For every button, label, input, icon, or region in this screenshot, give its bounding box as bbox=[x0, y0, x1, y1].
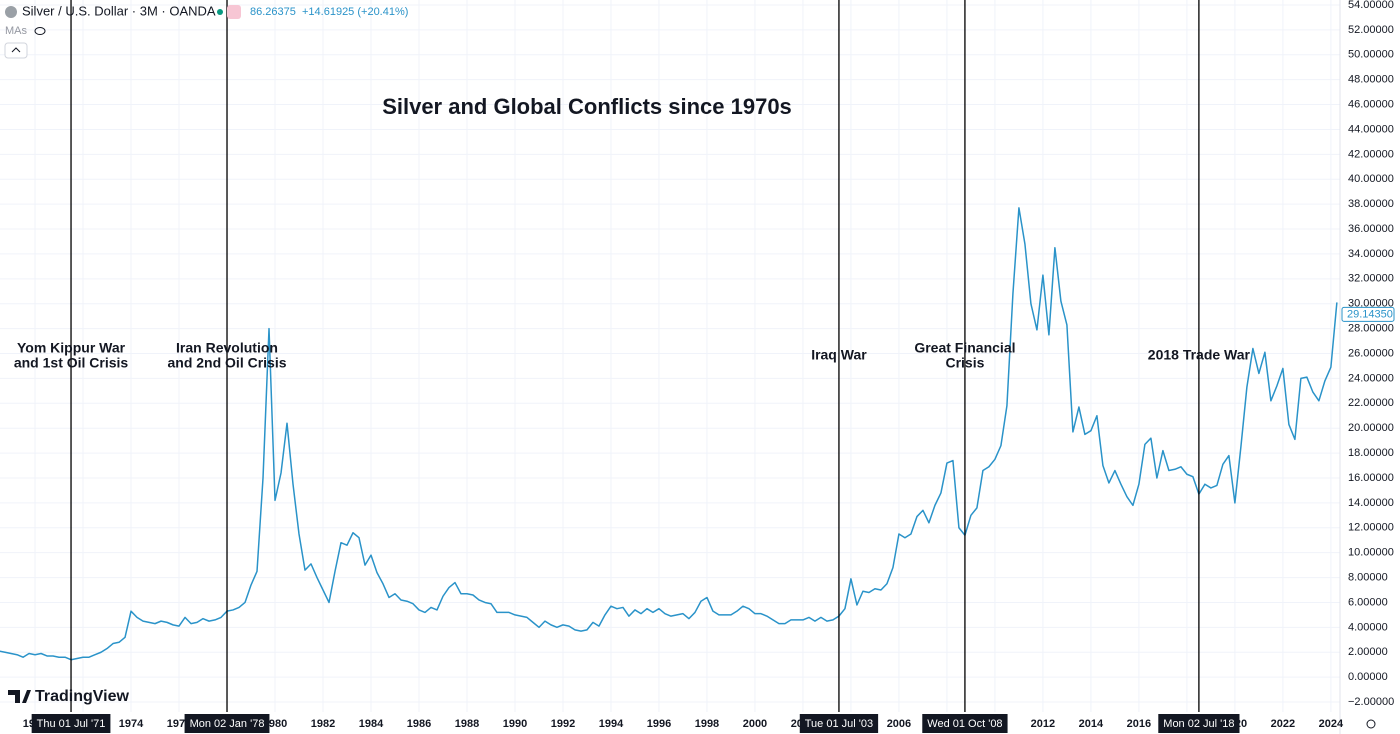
x-tick-label: 2022 bbox=[1271, 718, 1295, 730]
date-label: Thu 01 Jul '71 bbox=[37, 718, 106, 730]
y-tick-label: 42.00000 bbox=[1348, 148, 1394, 160]
x-tick-label: 2016 bbox=[1127, 718, 1151, 730]
y-tick-label: 12.00000 bbox=[1348, 522, 1394, 534]
y-tick-label: 48.00000 bbox=[1348, 74, 1394, 86]
x-tick-label: 2024 bbox=[1319, 718, 1344, 730]
event-label: and 2nd Oil Crisis bbox=[167, 355, 286, 371]
y-tick-label: 10.00000 bbox=[1348, 547, 1394, 559]
collapse-button[interactable] bbox=[4, 42, 28, 59]
price-line bbox=[0, 207, 1338, 661]
y-tick-label: 44.00000 bbox=[1348, 123, 1394, 135]
plot bbox=[0, 0, 1338, 712]
event-label: Great Financial bbox=[914, 340, 1015, 356]
y-tick-label: 0.00000 bbox=[1348, 671, 1388, 683]
y-tick-label: 38.00000 bbox=[1348, 198, 1394, 210]
y-tick-label: 2.00000 bbox=[1348, 646, 1388, 658]
x-tick-label: 1986 bbox=[407, 718, 431, 730]
y-tick-label: 36.00000 bbox=[1348, 223, 1394, 235]
x-tick-label: 1998 bbox=[695, 718, 719, 730]
last-price-label: 29.14350 bbox=[1347, 308, 1393, 320]
x-tick-label: 1982 bbox=[311, 718, 335, 730]
overlay: Silver and Global Conflicts since 1970s … bbox=[4, 0, 1395, 733]
eye-icon[interactable] bbox=[34, 27, 46, 35]
date-label: Wed 01 Oct '08 bbox=[927, 718, 1002, 730]
logo-icon bbox=[8, 690, 31, 703]
x-tick-label: 1974 bbox=[119, 718, 144, 730]
y-tick-label: 14.00000 bbox=[1348, 497, 1394, 509]
date-label: Mon 02 Jul '18 bbox=[1163, 718, 1234, 730]
event-label: 2018 Trade War bbox=[1148, 347, 1251, 363]
date-box bbox=[1158, 714, 1240, 733]
y-tick-label: 40.00000 bbox=[1348, 173, 1394, 185]
x-tick-label: 2006 bbox=[887, 718, 911, 730]
symbol-icon bbox=[5, 6, 17, 18]
date-box bbox=[799, 714, 879, 733]
x-tick-label: 1994 bbox=[599, 718, 624, 730]
y-tick-label: 24.00000 bbox=[1348, 372, 1394, 384]
date-label: Mon 02 Jan '78 bbox=[190, 718, 265, 730]
y-tick-label: 52.00000 bbox=[1348, 24, 1394, 36]
price: 86.26375 bbox=[250, 6, 296, 18]
x-tick-label: 1984 bbox=[359, 718, 384, 730]
y-tick-label: 16.00000 bbox=[1348, 472, 1394, 484]
y-tick-label: 46.00000 bbox=[1348, 98, 1394, 110]
y-tick-label: 6.00000 bbox=[1348, 596, 1388, 608]
x-tick-label: 1990 bbox=[503, 718, 527, 730]
status-badge bbox=[227, 5, 241, 19]
event-label: Yom Kippur War bbox=[17, 340, 126, 356]
watermark: TradingView bbox=[35, 688, 130, 705]
indicator-label: MAs bbox=[5, 25, 28, 37]
y-tick-label: 4.00000 bbox=[1348, 621, 1388, 633]
date-box bbox=[31, 714, 111, 733]
event-label: Iran Revolution bbox=[176, 340, 278, 356]
x-tick-label: 1988 bbox=[455, 718, 479, 730]
y-tick-label: 30.00000 bbox=[1348, 298, 1394, 310]
x-tick-label: 1996 bbox=[647, 718, 671, 730]
y-tick-label: 54.00000 bbox=[1348, 0, 1394, 11]
last-price-box bbox=[1341, 306, 1395, 322]
x-tick-label: 2000 bbox=[743, 718, 767, 730]
status-dot bbox=[217, 9, 223, 15]
x-tick-label: 1992 bbox=[551, 718, 575, 730]
event-label: Crisis bbox=[945, 355, 984, 371]
y-tick-label: 28.00000 bbox=[1348, 323, 1394, 335]
change: +14.61925 (+20.41%) bbox=[302, 6, 408, 18]
y-tick-label: 32.00000 bbox=[1348, 273, 1394, 285]
y-tick-label: 20.00000 bbox=[1348, 422, 1394, 434]
y-tick-label: 34.00000 bbox=[1348, 248, 1394, 260]
symbol: Silver / U.S. Dollar · 3M · OANDA bbox=[22, 3, 216, 18]
settings-icon[interactable] bbox=[1366, 719, 1376, 729]
y-tick-label: 18.00000 bbox=[1348, 447, 1394, 459]
x-tick-label: 2014 bbox=[1079, 718, 1104, 730]
date-label: Tue 01 Jul '03 bbox=[805, 718, 873, 730]
date-box bbox=[922, 714, 1008, 733]
y-tick-label: 26.00000 bbox=[1348, 347, 1394, 359]
date-box bbox=[184, 714, 270, 733]
y-tick-label: 8.00000 bbox=[1348, 571, 1388, 583]
event-label: Iraq War bbox=[811, 347, 867, 363]
x-tick-label: 2012 bbox=[1031, 718, 1055, 730]
y-tick-label: −2.00000 bbox=[1348, 696, 1394, 708]
chart-title: Silver and Global Conflicts since 1970s bbox=[382, 94, 792, 119]
event-label: and 1st Oil Crisis bbox=[14, 355, 129, 371]
y-tick-label: 50.00000 bbox=[1348, 49, 1394, 61]
y-tick-label: 22.00000 bbox=[1348, 397, 1394, 409]
collapse-icon bbox=[11, 47, 21, 53]
